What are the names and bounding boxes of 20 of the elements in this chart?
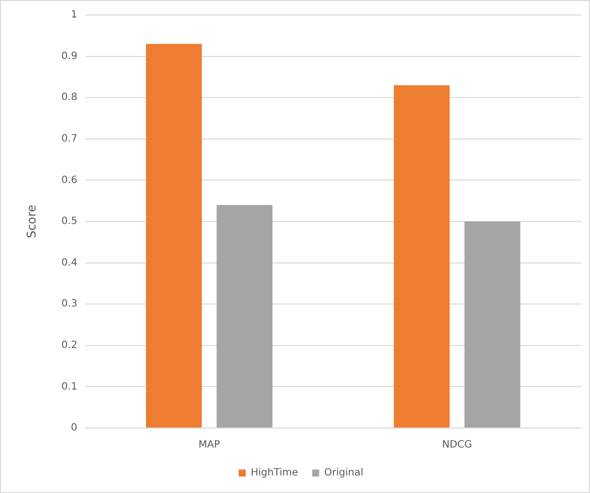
- y-tick-label: 0.9: [61, 50, 78, 62]
- y-tick-label: 0.4: [61, 257, 78, 268]
- legend-label: Original: [324, 468, 364, 479]
- y-axis-title: Score: [24, 204, 38, 238]
- bar: [146, 44, 202, 428]
- y-tick-label: 1: [70, 10, 78, 21]
- bar: [216, 204, 272, 428]
- y-tick-label: 0.1: [61, 381, 78, 392]
- y-tick-label: 0: [70, 422, 78, 434]
- x-tick-label: MAP: [198, 440, 220, 451]
- legend-label: HighTime: [250, 468, 298, 479]
- y-tick-label: 0.7: [61, 133, 78, 144]
- bar: [394, 85, 450, 428]
- y-tick-label: 0.5: [61, 216, 78, 228]
- y-tick-label: 0.2: [61, 340, 78, 351]
- y-tick-label: 0.8: [61, 92, 78, 104]
- y-tick-label: 0.6: [61, 174, 78, 186]
- x-tick-label: NDCG: [442, 440, 472, 451]
- y-tick-label: 0.3: [61, 298, 78, 310]
- bar: [464, 222, 520, 428]
